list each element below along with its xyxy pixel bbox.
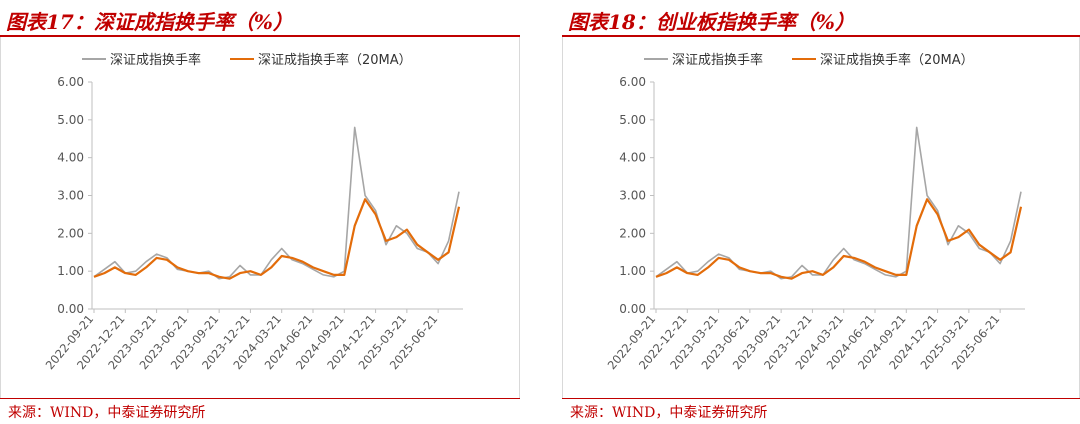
line-chart: 深证成指换手率 深证成指换手率（20MA） 0.00 1.00 2.00 3.00 4.00… <box>43 52 463 372</box>
y-tick-label: 1.00 <box>619 264 646 278</box>
y-tick-label: 1.00 <box>57 264 84 278</box>
y-tick-label: 6.00 <box>619 75 646 89</box>
y-tick-label: 4.00 <box>619 151 646 165</box>
legend: 深证成指换手率 深证成指换手率（20MA） <box>644 52 974 68</box>
source-rule <box>562 398 1080 399</box>
chart-frame <box>0 37 520 398</box>
y-tick-label: 2.00 <box>619 226 646 240</box>
y-tick-label: 0.00 <box>57 302 84 316</box>
y-tick-label: 2.00 <box>57 226 84 240</box>
source-rule <box>0 398 520 399</box>
y-tick-label: 6.00 <box>57 75 84 89</box>
legend-label: 深证成指换手率 <box>110 52 201 68</box>
source-note: 来源：WIND，中泰证券研究所 <box>570 405 768 421</box>
y-tick-label: 0.00 <box>619 302 646 316</box>
y-tick-label: 5.00 <box>619 113 646 127</box>
legend-label: 深证成指换手率（20MA） <box>820 52 974 68</box>
y-tick-label: 4.00 <box>57 151 84 165</box>
legend: 深证成指换手率 深证成指换手率（20MA） <box>82 52 412 68</box>
series-line-daily <box>655 126 1022 280</box>
legend-entry: 深证成指换手率（20MA） <box>230 52 412 68</box>
legend-entry: 深证成指换手率（20MA） <box>792 52 974 68</box>
title-rule <box>562 35 1080 37</box>
chart-title: 图表18：创业板指换手率（%） <box>568 10 855 34</box>
y-tick-label: 3.00 <box>619 189 646 203</box>
title-rule <box>0 35 520 37</box>
chart-panel-left: 图表17：深证成指换手率（%） 深证成指换手率 深证成指换手率（20MA） 0.00… <box>0 0 520 424</box>
y-tick-label: 5.00 <box>57 113 84 127</box>
line-chart: 深证成指换手率 深证成指换手率（20MA） 0.00 1.00 2.00 3.00 4.00… <box>605 52 1025 372</box>
legend-label: 深证成指换手率 <box>672 52 763 68</box>
legend-entry: 深证成指换手率 <box>644 52 763 68</box>
legend-label: 深证成指换手率（20MA） <box>258 52 412 68</box>
legend-entry: 深证成指换手率 <box>82 52 201 68</box>
series-line-daily <box>93 126 460 280</box>
series-line-20ma <box>655 198 1023 280</box>
y-tick-label: 3.00 <box>57 189 84 203</box>
chart-panel-right: 图表18：创业板指换手率（%） 深证成指换手率 深证成指换手率（20MA） 0.00… <box>562 0 1080 424</box>
series-line-20ma <box>93 198 461 280</box>
source-note: 来源：WIND，中泰证券研究所 <box>8 405 206 421</box>
chart-title: 图表17：深证成指换手率（%） <box>6 10 293 34</box>
